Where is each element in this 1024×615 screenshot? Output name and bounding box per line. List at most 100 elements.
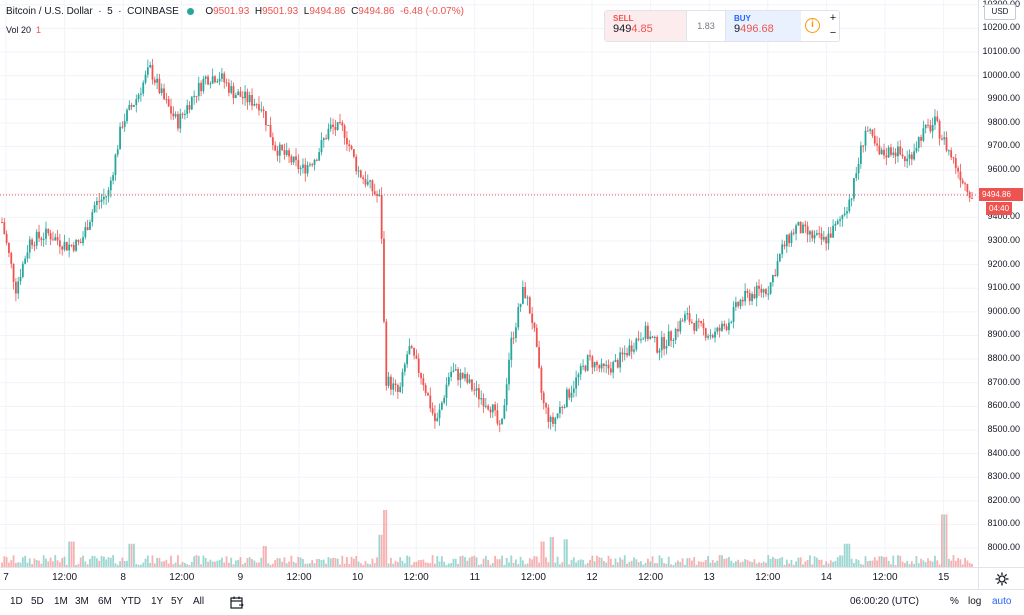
price-tick-label: 10100.00 — [982, 45, 1020, 56]
range-button-1d[interactable]: 1D — [10, 596, 23, 607]
candle-body — [424, 385, 427, 394]
volume-bar — [677, 560, 679, 567]
price-scale[interactable]: 10300.0010200.0010100.0010000.009900.009… — [978, 0, 1024, 567]
candle-body — [693, 322, 696, 331]
volume-bar — [619, 557, 622, 567]
range-button-all[interactable]: All — [193, 596, 205, 607]
volume-bar — [957, 558, 960, 567]
currency-badge[interactable]: USD — [984, 4, 1016, 20]
candle-body — [878, 145, 881, 155]
volume-bar — [899, 555, 902, 567]
candle-body — [820, 233, 823, 240]
volume-bar — [910, 561, 913, 567]
volume-bar — [892, 555, 895, 567]
volume-bar — [96, 558, 98, 567]
volume-bar — [109, 557, 112, 567]
range-button-1m[interactable]: 1M — [54, 596, 68, 607]
candle-body — [901, 154, 904, 157]
candle-body — [21, 263, 24, 277]
volume-bar — [376, 557, 378, 567]
candle-body — [711, 335, 714, 338]
symbol-name[interactable]: Bitcoin / U.S. Dollar — [6, 6, 93, 17]
calendar-goto-icon[interactable] — [230, 596, 244, 609]
price-tick-label: 8500.00 — [987, 423, 1020, 434]
range-button-1y[interactable]: 1Y — [151, 596, 164, 607]
volume-bar — [237, 560, 240, 567]
price-tick-label: 9900.00 — [987, 93, 1020, 104]
zoom-in-button[interactable]: + — [829, 12, 837, 24]
volume-bar — [721, 555, 723, 567]
volume-bar — [934, 555, 936, 567]
range-button-ytd[interactable]: YTD — [121, 596, 141, 607]
candle-body — [79, 241, 82, 244]
volume-bar — [517, 564, 520, 567]
auto-scale-toggle[interactable]: auto — [992, 596, 1012, 607]
range-button-5y[interactable]: 5Y — [171, 596, 184, 607]
range-button-5d[interactable]: 5D — [31, 596, 44, 607]
candle-body — [725, 326, 728, 331]
candle-body — [188, 105, 191, 110]
candle-body — [806, 226, 809, 235]
percent-scale-toggle[interactable]: % — [950, 596, 959, 607]
volume-bar — [535, 556, 538, 567]
utc-clock[interactable]: 06:00:20 (UTC) — [850, 596, 919, 607]
volume-bar — [339, 564, 341, 567]
volume-bar — [697, 561, 700, 567]
volume-bar — [77, 563, 80, 567]
candle-body — [431, 408, 434, 414]
candle-body — [202, 78, 205, 92]
candle-body — [383, 238, 385, 322]
sell-button[interactable]: SELL 9494.85 — [605, 11, 687, 41]
volume-bar — [70, 541, 73, 567]
volume-bar — [878, 556, 881, 567]
candle-body — [107, 190, 110, 197]
candle-body — [917, 137, 920, 148]
candle-body — [322, 138, 325, 141]
candle-body — [609, 368, 612, 373]
volume-bar — [593, 561, 596, 567]
candle-body — [123, 121, 126, 127]
volume-bar — [28, 558, 31, 567]
volume-label[interactable]: Vol 20 — [6, 25, 32, 35]
candle-body — [38, 231, 40, 239]
candle-body — [535, 327, 538, 348]
volume-bar — [931, 561, 934, 567]
chart-plot-area[interactable] — [0, 0, 978, 567]
volume-bar — [866, 561, 869, 567]
candle-body — [452, 370, 455, 372]
volume-bar — [318, 558, 321, 567]
volume-bar — [285, 563, 288, 567]
volume-bar — [623, 555, 626, 567]
candle-body — [517, 306, 520, 328]
candle-body — [542, 392, 545, 404]
chart-settings-corner[interactable] — [978, 567, 1024, 589]
zoom-out-button[interactable]: − — [829, 27, 837, 39]
volume-bar — [267, 563, 270, 567]
range-button-3m[interactable]: 3M — [75, 596, 89, 607]
volume-bar — [570, 559, 573, 567]
volume-bar — [112, 555, 115, 567]
candle-body — [663, 337, 666, 349]
range-button-6m[interactable]: 6M — [98, 596, 112, 607]
candle-body — [491, 404, 494, 413]
volume-bar — [17, 562, 20, 567]
time-axis[interactable]: 7 12:00 8 12:00 9 12:00 10 12:00 11 12:00 12 12:00 1… — [0, 567, 978, 589]
volume-bar — [308, 563, 311, 567]
volume-bar — [730, 560, 733, 567]
buy-button[interactable]: BUY 9496.68 — [725, 11, 801, 41]
volume-bar — [325, 563, 328, 567]
candle-body — [440, 402, 443, 410]
info-icon[interactable]: i — [805, 18, 820, 33]
candle-body — [903, 156, 906, 162]
candle-body — [894, 152, 897, 157]
volume-bar — [204, 557, 207, 567]
candle-body — [214, 76, 216, 83]
log-scale-toggle[interactable]: log — [968, 596, 982, 607]
volume-bar — [274, 560, 277, 567]
volume-bar — [255, 562, 258, 567]
volume-bar — [746, 560, 749, 567]
candle-body — [716, 327, 719, 332]
volume-bar — [920, 558, 922, 567]
volume-bar — [383, 510, 385, 567]
gear-icon[interactable] — [995, 572, 1009, 586]
